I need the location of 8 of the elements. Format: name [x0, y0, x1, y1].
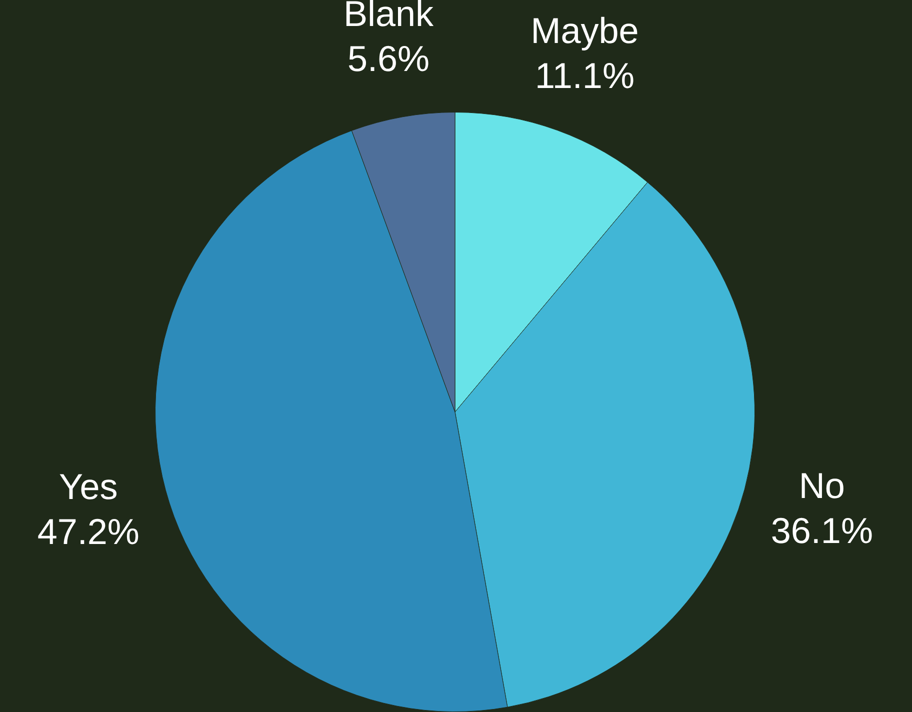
data-label: 5.6%: [348, 38, 430, 80]
slice-label: Maybe: [530, 10, 639, 52]
data-label: 36.1%: [770, 510, 873, 551]
data-label: 11.1%: [535, 55, 634, 96]
slice-label: Blank: [344, 0, 435, 34]
slice-label: No: [798, 464, 845, 506]
data-label: 47.2%: [37, 510, 140, 552]
slice-label: Yes: [59, 466, 118, 507]
